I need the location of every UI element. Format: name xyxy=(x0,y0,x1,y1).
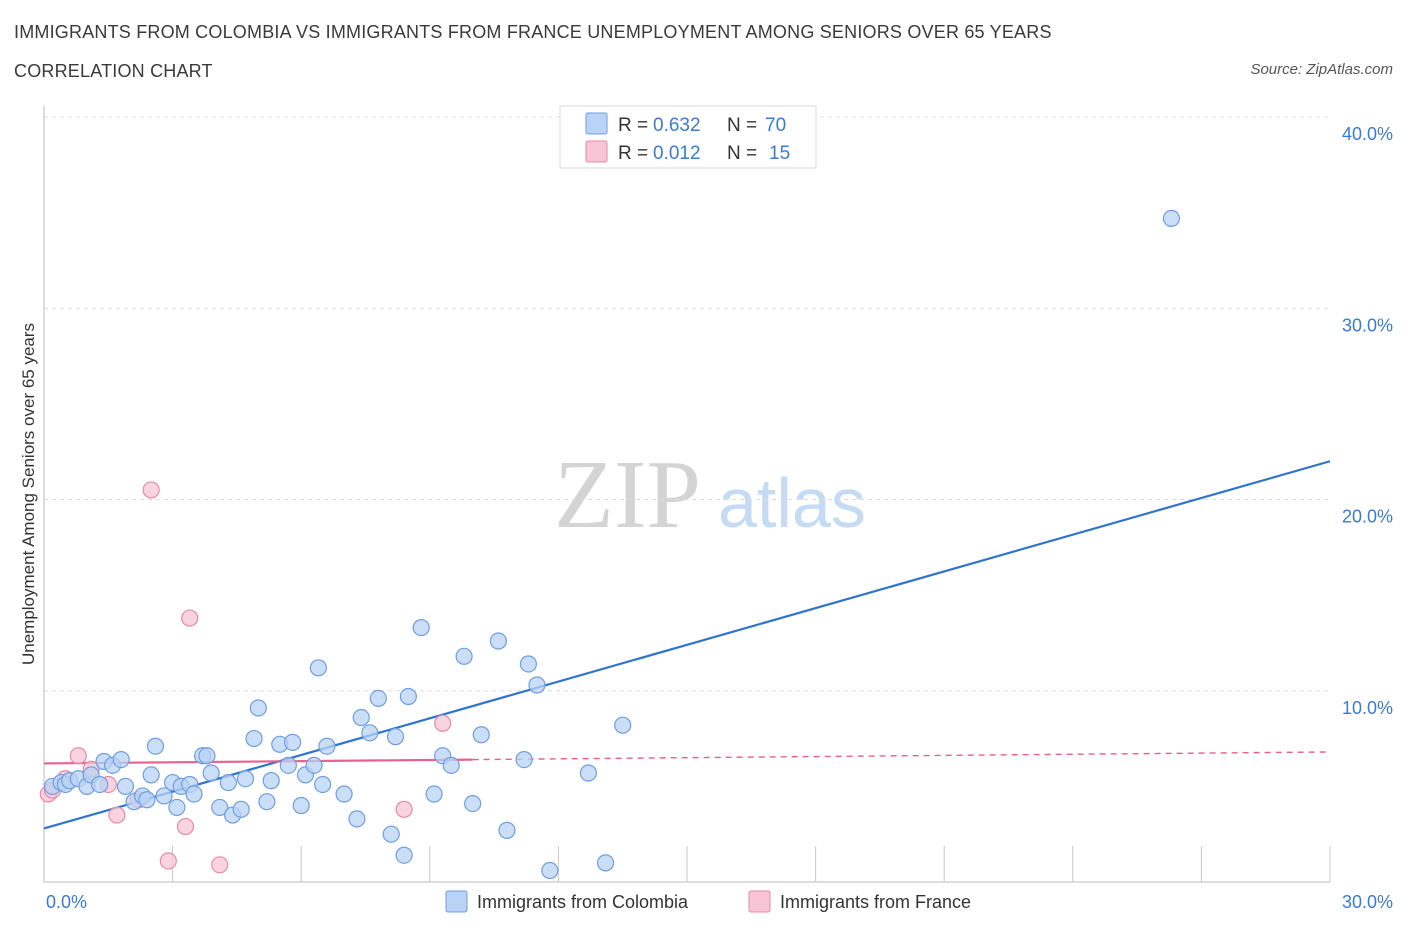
data-point-colombia xyxy=(116,777,135,795)
data-point-colombia xyxy=(112,750,130,769)
data-point-colombia xyxy=(168,798,186,817)
data-point-colombia xyxy=(314,775,332,794)
data-point-colombia xyxy=(442,756,460,774)
y-tick-label: 40.0% xyxy=(1342,124,1393,144)
data-point-colombia xyxy=(541,861,559,880)
data-point-colombia xyxy=(232,800,250,818)
data-point-colombia xyxy=(464,794,482,813)
data-point-colombia xyxy=(279,756,297,774)
data-point-colombia xyxy=(245,729,263,748)
data-point-colombia xyxy=(386,728,405,746)
y-axis-tick-labels: 10.0% 20.0% 30.0% 40.0% xyxy=(1342,124,1393,718)
y-tick-label: 10.0% xyxy=(1342,698,1393,718)
watermark-zip: ZIP xyxy=(554,441,701,549)
legend-r-value-colombia: 0.632 xyxy=(653,115,701,136)
legend-n-value-france: 15 xyxy=(769,143,790,164)
data-point-colombia xyxy=(395,846,413,864)
bottom-legend-swatch-france xyxy=(748,890,771,913)
data-point-france xyxy=(181,609,199,627)
data-point-colombia xyxy=(219,773,237,792)
data-point-colombia xyxy=(528,676,546,694)
data-point-colombia xyxy=(412,619,430,637)
legend-swatch-france xyxy=(585,140,608,163)
data-point-france xyxy=(159,852,177,870)
data-point-france xyxy=(211,856,229,874)
data-point-france xyxy=(395,800,413,818)
data-point-colombia xyxy=(515,750,533,769)
data-point-colombia xyxy=(138,791,156,809)
data-point-colombia xyxy=(236,770,255,788)
data-point-colombia xyxy=(519,655,537,673)
data-point-colombia xyxy=(1162,209,1180,227)
x-tick-label-max: 30.0% xyxy=(1342,892,1393,912)
trend-line-france-extension xyxy=(472,751,1331,761)
data-point-colombia xyxy=(361,724,379,742)
data-point-colombia xyxy=(579,764,598,782)
data-point-colombia xyxy=(335,785,353,803)
chart-title: IMMIGRANTS FROM COLOMBIA VS IMMIGRANTS F… xyxy=(14,22,1052,42)
data-point-colombia xyxy=(91,775,109,794)
chart-subtitle: CORRELATION CHART xyxy=(14,61,213,81)
data-point-colombia xyxy=(146,737,165,755)
legend-r-value-france: 0.012 xyxy=(653,143,701,164)
data-point-colombia xyxy=(489,632,507,650)
data-point-colombia xyxy=(318,737,336,755)
y-tick-label: 30.0% xyxy=(1342,315,1393,335)
bottom-legend-swatch-colombia xyxy=(445,890,468,913)
data-point-france xyxy=(434,714,452,732)
data-point-colombia xyxy=(198,747,216,765)
legend-n-label-colombia: N = xyxy=(727,115,757,136)
x-tick-label-min: 0.0% xyxy=(46,892,87,912)
data-point-colombia xyxy=(348,810,366,828)
trend-line-colombia xyxy=(43,460,1331,830)
data-point-colombia xyxy=(284,733,302,751)
gridlines xyxy=(44,116,1330,692)
data-point-colombia xyxy=(455,647,473,665)
data-point-colombia xyxy=(185,785,203,803)
data-point-colombia xyxy=(382,825,400,843)
bottom-legend-label-france: Immigrants from France xyxy=(780,892,971,912)
data-point-colombia xyxy=(258,793,276,811)
data-point-colombia xyxy=(472,726,490,744)
series-legend: Immigrants from Colombia Immigrants from… xyxy=(445,890,971,913)
data-point-colombia xyxy=(399,687,417,706)
data-point-colombia xyxy=(262,772,280,790)
data-point-colombia xyxy=(142,766,160,784)
series-colombia-points xyxy=(43,209,1180,880)
data-point-colombia xyxy=(369,689,387,708)
data-point-france xyxy=(176,817,195,836)
x-axis-ticks xyxy=(172,846,1331,882)
data-point-colombia xyxy=(498,821,516,839)
data-point-colombia xyxy=(596,854,615,872)
legend-n-label-france: N = xyxy=(727,143,757,164)
y-tick-label: 20.0% xyxy=(1342,507,1393,527)
source-label: Source: ZipAtlas.com xyxy=(1250,61,1393,78)
stats-legend: R = 0.632 N = 70 R = 0.012 N = 15 xyxy=(559,105,817,169)
legend-r-label-france: R = xyxy=(618,143,648,164)
legend-r-label-colombia: R = xyxy=(618,115,648,136)
data-point-colombia xyxy=(305,756,323,774)
data-point-france xyxy=(142,481,160,499)
legend-n-value-colombia: 70 xyxy=(765,115,786,136)
data-point-colombia xyxy=(211,798,229,817)
data-point-france xyxy=(69,747,87,765)
data-point-colombia xyxy=(249,699,267,717)
data-point-colombia xyxy=(202,764,220,782)
data-point-colombia xyxy=(425,785,443,803)
data-point-colombia xyxy=(292,796,310,815)
bottom-legend-label-colombia: Immigrants from Colombia xyxy=(477,892,689,912)
data-point-colombia xyxy=(352,708,370,727)
y-axis-label: Unemployment Among Seniors over 65 years xyxy=(19,323,38,665)
data-point-colombia xyxy=(309,659,327,677)
watermark-atlas: atlas xyxy=(718,464,866,542)
data-point-france xyxy=(108,806,126,824)
data-point-colombia xyxy=(614,716,632,734)
legend-swatch-colombia xyxy=(585,112,608,135)
data-point-colombia xyxy=(155,787,173,805)
